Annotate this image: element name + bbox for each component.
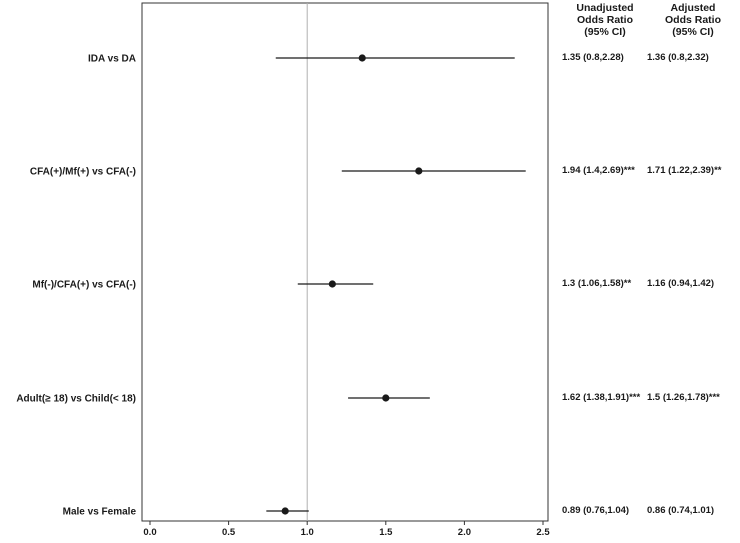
x-tick-label-1: 0.0	[143, 527, 156, 538]
unadjusted-header: Unadjusted Odds Ratio (95% CI)	[560, 2, 650, 38]
adjusted-header-line-2: Odds Ratio	[664, 14, 721, 26]
x-tick-label-5: 2.0	[458, 527, 471, 538]
adjusted-or-4: 1.5 (1.26,1.78)***	[647, 392, 720, 403]
category-label-4: Adult(≥ 18) vs Child(< 18)	[16, 394, 136, 405]
point-estimate-3	[328, 280, 336, 288]
x-tick-label-3: 1.0	[301, 527, 314, 538]
adjusted-header-line-3: (95% CI)	[672, 26, 714, 38]
unadjusted-header-line-3: (95% CI)	[584, 26, 626, 38]
confidence-intervals	[266, 57, 526, 512]
point-estimates	[281, 54, 423, 515]
category-label-3: Mf(-)/CFA(+) vs CFA(-)	[32, 280, 136, 291]
category-labels: IDA vs DA CFA(+)/Mf(+) vs CFA(-) Mf(-)/CFA…	[16, 54, 136, 518]
unadjusted-or-2: 1.94 (1.4,2.69)***	[562, 165, 635, 176]
unadjusted-or-1: 1.35 (0.8,2.28)	[562, 52, 624, 63]
adjusted-or-3: 1.16 (0.94,1.42)	[647, 278, 715, 289]
x-tick-label-2: 0.5	[222, 527, 236, 538]
unadjusted-or-5: 0.89 (0.76,1.04)	[562, 505, 630, 516]
category-label-1: IDA vs DA	[88, 54, 136, 65]
x-axis: 0.0 0.5 1.0 1.5 2.0 2.5	[143, 521, 550, 538]
adjusted-or-1: 1.36 (0.8,2.32)	[647, 52, 709, 63]
unadjusted-or-4: 1.62 (1.38,1.91)***	[562, 392, 641, 403]
point-estimate-1	[358, 54, 366, 62]
point-estimate-2	[415, 167, 423, 175]
adjusted-header-line-1: Adjusted	[670, 2, 716, 14]
unadjusted-header-line-1: Unadjusted	[576, 2, 634, 14]
adjusted-or-5: 0.86 (0.74,1.01)	[647, 505, 715, 516]
unadjusted-header-line-2: Odds Ratio	[576, 14, 633, 26]
point-estimate-5	[281, 507, 289, 515]
point-estimate-4	[382, 394, 390, 402]
adjusted-or-2: 1.71 (1.22,2.39)**	[647, 165, 722, 176]
category-label-5: Male vs Female	[63, 507, 137, 518]
plot-frame	[141, 2, 549, 522]
x-tick-label-6: 2.5	[536, 527, 550, 538]
unadjusted-or-3: 1.3 (1.06,1.58)**	[562, 278, 632, 289]
adjusted-header: Adjusted Odds Ratio (95% CI)	[648, 2, 738, 38]
x-tick-label-4: 1.5	[379, 527, 393, 538]
category-label-2: CFA(+)/Mf(+) vs CFA(-)	[30, 167, 136, 178]
